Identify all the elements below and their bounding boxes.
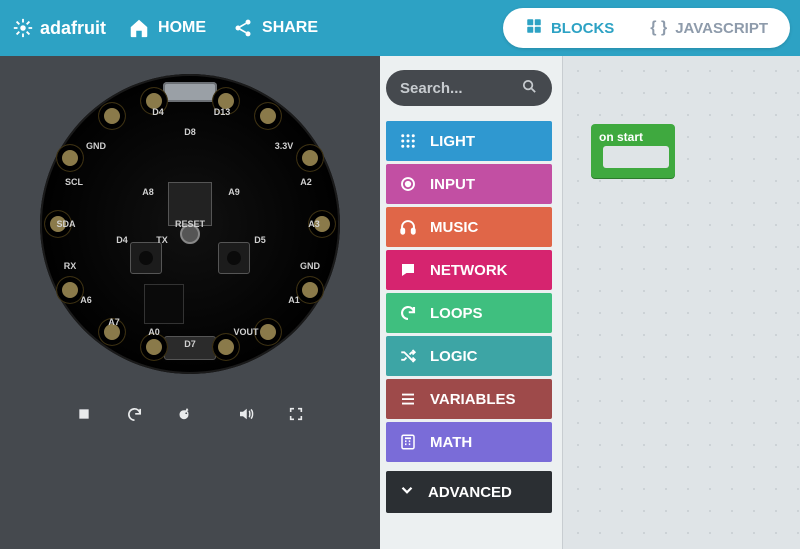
category-variables[interactable]: VARIABLES — [386, 379, 552, 419]
pad[interactable] — [57, 277, 83, 303]
flower-icon — [12, 17, 34, 39]
category-label: MATH — [430, 434, 472, 451]
braces-icon: { } — [650, 19, 667, 37]
pin-label: GND — [300, 261, 320, 271]
category-music[interactable]: MUSIC — [386, 207, 552, 247]
circuit-board[interactable]: D4 D13 D8 D4 D5 RESET A8 A9 A0 D7 VOUT S… — [40, 74, 340, 374]
main: D4 D13 D8 D4 D5 RESET A8 A9 A0 D7 VOUT S… — [0, 56, 800, 549]
pin-label: A3 — [308, 219, 320, 229]
pin-label: D8 — [184, 127, 196, 137]
list-icon — [398, 390, 418, 408]
nav-share[interactable]: SHARE — [232, 17, 318, 39]
category-label: NETWORK — [430, 262, 508, 279]
pin-label: A8 — [142, 187, 154, 197]
pin-label: SDA — [56, 219, 75, 229]
category-label: VARIABLES — [430, 391, 516, 408]
chat-icon — [398, 261, 418, 279]
pad[interactable] — [57, 145, 83, 171]
calc-icon — [398, 433, 418, 451]
simulator-panel: D4 D13 D8 D4 D5 RESET A8 A9 A0 D7 VOUT S… — [0, 56, 380, 549]
topbar: adafruit HOME SHARE BLOCKS { } JAVASCRIP… — [0, 0, 800, 56]
block-on-start[interactable]: on start — [591, 124, 675, 178]
category-label: INPUT — [430, 176, 475, 193]
block-on-start-label: on start — [591, 124, 675, 146]
pad[interactable] — [99, 103, 125, 129]
chevron-down-icon — [398, 481, 416, 503]
pin-label: GND — [86, 141, 106, 151]
pin-label: RESET — [175, 219, 205, 229]
pin-label: TX — [156, 235, 168, 245]
block-on-start-body[interactable] — [603, 146, 669, 168]
search[interactable] — [386, 70, 552, 106]
category-label: LIGHT — [430, 133, 475, 150]
pad[interactable] — [255, 103, 281, 129]
pin-label: D4 — [116, 235, 128, 245]
pin-label: A9 — [228, 187, 240, 197]
pin-label: A6 — [80, 295, 92, 305]
usb-port — [163, 82, 217, 102]
brand-label: adafruit — [40, 18, 106, 39]
tab-javascript[interactable]: { } JAVASCRIPT — [632, 8, 786, 48]
pin-label: A7 — [108, 317, 120, 327]
pin-label: D5 — [254, 235, 266, 245]
pad[interactable] — [213, 334, 239, 360]
brand[interactable]: adafruit — [12, 17, 106, 39]
target-icon — [398, 175, 418, 193]
pin-label: D13 — [214, 107, 231, 117]
category-input[interactable]: INPUT — [386, 164, 552, 204]
category-network[interactable]: NETWORK — [386, 250, 552, 290]
search-icon — [521, 78, 538, 99]
pin-label: D4 — [152, 107, 164, 117]
pin-label: RX — [64, 261, 77, 271]
sim-controls — [70, 400, 310, 428]
home-icon — [128, 17, 150, 39]
editor-tabs: BLOCKS { } JAVASCRIPT — [503, 8, 790, 48]
category-label: LOOPS — [430, 305, 483, 322]
shuffle-icon — [398, 347, 418, 365]
nav-home-label: HOME — [158, 19, 206, 37]
pin-label: A0 — [148, 327, 160, 337]
sound-button[interactable] — [232, 400, 260, 428]
nav-home[interactable]: HOME — [128, 17, 206, 39]
category-math[interactable]: MATH — [386, 422, 552, 462]
stop-button[interactable] — [70, 400, 98, 428]
slow-button[interactable] — [170, 400, 198, 428]
pin-label: VOUT — [233, 327, 258, 337]
category-light[interactable]: LIGHT — [386, 121, 552, 161]
pad[interactable] — [255, 319, 281, 345]
workspace[interactable]: on start — [562, 56, 800, 549]
tab-blocks[interactable]: BLOCKS — [507, 8, 632, 48]
category-advanced[interactable]: ADVANCED — [386, 471, 552, 513]
pin-label: D7 — [184, 339, 196, 349]
refresh-button[interactable] — [120, 400, 148, 428]
pad[interactable] — [297, 277, 323, 303]
toolbox: LIGHT INPUT MUSIC NETWORK LOOPS LOGIC VARIABLE… — [380, 56, 562, 549]
tab-blocks-label: BLOCKS — [551, 20, 614, 37]
category-label: LOGIC — [430, 348, 478, 365]
category-logic[interactable]: LOGIC — [386, 336, 552, 376]
pin-label: A1 — [288, 295, 300, 305]
speaker — [144, 284, 184, 324]
pad[interactable] — [141, 334, 167, 360]
fullscreen-button[interactable] — [282, 400, 310, 428]
search-input[interactable] — [400, 80, 500, 97]
pad[interactable] — [297, 145, 323, 171]
headphones-icon — [398, 218, 418, 236]
refresh-icon — [398, 304, 418, 322]
nav-share-label: SHARE — [262, 19, 318, 37]
pin-label: 3.3V — [275, 141, 294, 151]
advanced-label: ADVANCED — [428, 484, 512, 501]
button-a[interactable] — [130, 242, 162, 274]
button-b[interactable] — [218, 242, 250, 274]
pin-label: SCL — [65, 177, 83, 187]
grid-icon — [398, 132, 418, 150]
category-label: MUSIC — [430, 219, 478, 236]
pin-label: A2 — [300, 177, 312, 187]
category-loops[interactable]: LOOPS — [386, 293, 552, 333]
share-icon — [232, 17, 254, 39]
blocks-icon — [525, 17, 543, 39]
tab-js-label: JAVASCRIPT — [675, 20, 768, 37]
